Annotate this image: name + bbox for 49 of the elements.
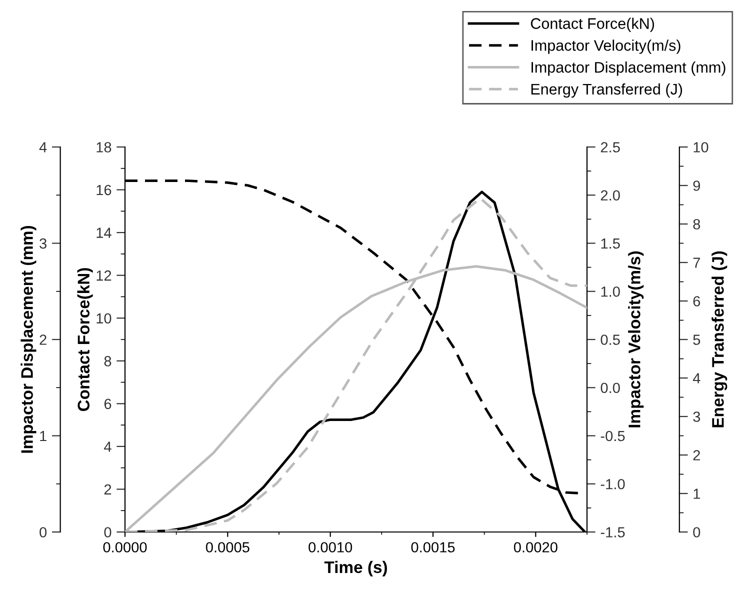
y-tick-label: 12 [96,270,112,281]
legend-label: Impactor Displacement (mm) [532,62,726,76]
y-tick-label: 10 [96,313,112,324]
x-axis-title: Time (s) [324,560,387,576]
y-tick-label: 14 [96,228,112,238]
y2-tick-label: 0.0 [600,382,620,394]
y2-tick-label: 10 [694,142,708,152]
y-tick-label: 4 [104,442,112,452]
legend-label: Contact Force(kN) [530,18,654,32]
y2-tick-label: 8 [693,219,700,230]
y2-tick-label: 2 [693,450,700,460]
y-tick-label: 18 [96,142,112,152]
y-tick-label: 0 [104,527,112,538]
y2-axis-title: Impactor Velocity(m/s) [628,251,644,428]
y-tick-label: 8 [104,356,112,366]
y-tick-label: 3 [40,238,46,249]
y-tick-label: 2 [40,334,46,345]
x-tick-label: 0.0015 [411,542,455,552]
y-axis-title: Impactor Displacement (mm) [20,226,36,453]
y-tick-label: 0 [40,527,47,538]
y-tick-label: 4 [39,142,47,152]
y2-tick-label: -0.5 [600,430,625,442]
y2-tick-label: 1.5 [601,238,620,249]
y2-tick-label: 7 [693,258,700,268]
x-tick-label: 0.0010 [308,542,352,552]
y2-tick-label: -1.0 [600,478,625,490]
legend-label: Energy Transferred (J) [531,83,682,98]
y2-tick-label: -1.5 [600,527,625,538]
y2-axis-title: Energy Transferred (J) [712,251,728,428]
legend-label: Impactor Velocity(m/s) [532,40,680,54]
y-tick-label: 2 [104,484,112,495]
y-tick-label: 16 [96,184,112,196]
y-axis-title: Contact Force(kN) [77,268,93,412]
x-tick-label: 0.0020 [514,542,558,552]
y2-tick-label: 0 [693,527,700,538]
y2-tick-label: 9 [693,180,700,191]
y2-tick-label: 2.5 [600,142,620,152]
y2-tick-label: 1 [694,488,700,499]
x-tick-label: 0.0005 [206,542,250,552]
y2-tick-label: 4 [692,373,700,384]
y2-tick-label: 0.5 [600,334,620,345]
y2-tick-label: 2.0 [600,190,620,201]
y2-tick-label: 1.0 [601,286,620,297]
y2-tick-label: 5 [693,334,700,345]
y-tick-label: 1 [40,431,46,442]
x-tick-label: 0.0000 [103,542,147,552]
y-tick-label: 6 [104,398,112,410]
y2-tick-label: 3 [693,412,700,422]
y2-tick-label: 6 [693,296,700,306]
